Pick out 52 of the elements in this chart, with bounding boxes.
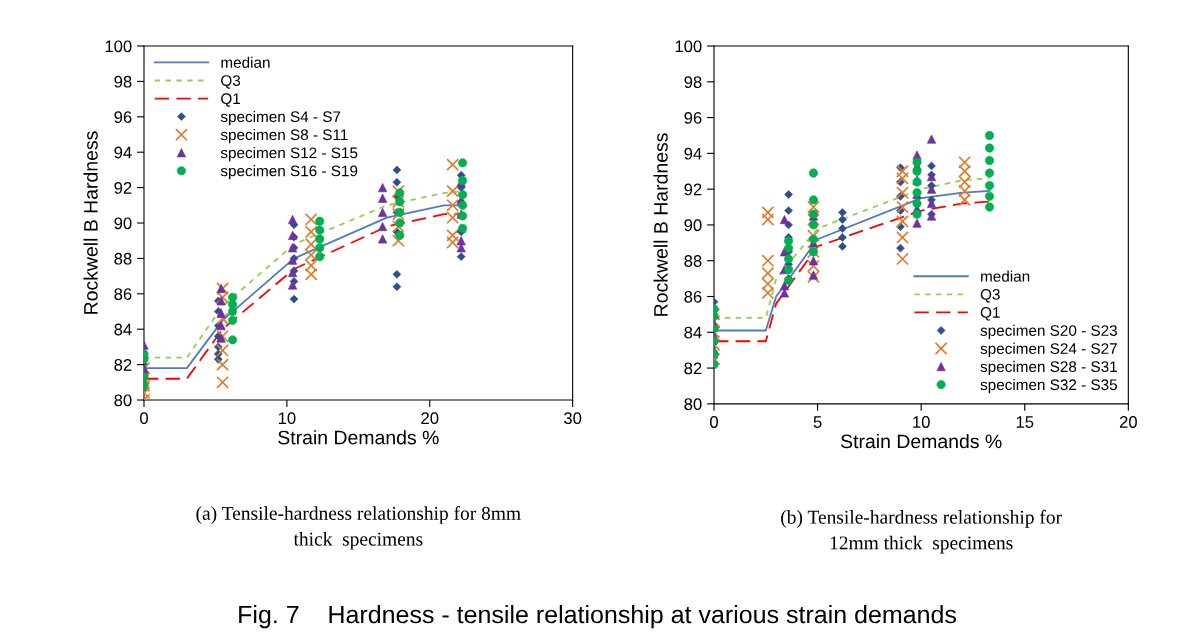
- x-tick-label: 5: [813, 416, 822, 428]
- y-tick-label: 92: [684, 183, 702, 196]
- y-tick-label: 98: [684, 76, 702, 88]
- legend-label: Q3: [980, 289, 1000, 303]
- legend-label: median: [221, 56, 270, 68]
- y-tick-label: 90: [684, 219, 702, 232]
- y-tick-label: 90: [114, 217, 132, 230]
- legend-label: specimen S16 - S19: [220, 165, 358, 180]
- x-tick-label: 15: [1016, 416, 1034, 428]
- legend-label: specimen S24 - S27: [980, 342, 1117, 358]
- legend-label: specimen S12 - S15: [220, 147, 358, 162]
- x-tick-label: 30: [564, 412, 582, 425]
- y-tick-label: 96: [684, 111, 702, 124]
- y-tick-label: 94: [684, 147, 702, 160]
- text: (b) Tensile-hardness relationship for 12mm thick specimens: [781, 509, 1062, 554]
- legend-label: specimen S32 - S35: [980, 378, 1117, 394]
- y-tick-label: 96: [114, 111, 132, 124]
- y-tick-label: 92: [114, 182, 132, 194]
- y-tick-label: 84: [114, 323, 132, 336]
- x-tick-label: 0: [710, 416, 718, 428]
- legend-label: Q3: [221, 75, 241, 89]
- x-tick-label: 20: [421, 412, 439, 425]
- x-axis-title: Strain Demands %: [278, 430, 439, 445]
- x-axis-title: Strain Demands %: [841, 433, 1002, 449]
- legend-label: specimen S20 - S23: [980, 324, 1117, 339]
- legend-label: specimen S28 - S31: [980, 360, 1117, 376]
- legend-label: specimen S4 - S7: [220, 110, 341, 126]
- x-tick-label: 20: [1119, 416, 1137, 428]
- y-axis-title: Rockwell B Hardness: [653, 133, 668, 316]
- y-tick-label: 98: [114, 75, 132, 88]
- y-tick-label: 100: [105, 40, 132, 53]
- y-tick-label: 80: [114, 394, 132, 407]
- x-tick-label: 10: [278, 412, 296, 425]
- y-tick-label: 88: [684, 255, 702, 267]
- y-tick-label: 82: [684, 362, 702, 375]
- legend-label: Q1: [221, 93, 241, 107]
- y-tick-label: 94: [114, 146, 132, 159]
- legend-label: specimen S8 - S11: [220, 128, 348, 144]
- x-tick-label: 10: [913, 416, 930, 428]
- y-tick-label: 86: [114, 288, 132, 301]
- y-tick-label: 82: [114, 359, 132, 371]
- y-tick-label: 84: [684, 326, 702, 339]
- y-tick-label: 86: [684, 290, 702, 303]
- x-tick-label: 0: [140, 412, 148, 425]
- caption: Fig. 7 Hardness - tensile relationship at various strain demands: [239, 604, 957, 629]
- y-tick-label: 80: [684, 398, 702, 411]
- text: (a) Tensile-hardness relationship for 8mm thick specimens: [196, 506, 521, 550]
- y-tick-label: 88: [114, 252, 132, 265]
- y-axis-title: Rockwell B Hardness: [83, 131, 98, 314]
- y-tick-label: 100: [675, 40, 702, 53]
- legend-label: median: [981, 270, 1030, 282]
- legend-label: Q1: [980, 307, 1000, 321]
